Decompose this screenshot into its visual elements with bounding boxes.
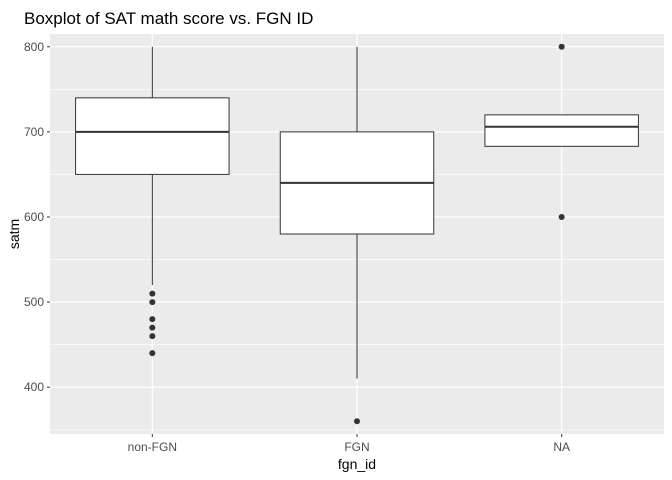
boxes-layer — [75, 43, 639, 425]
outlier-point — [558, 43, 565, 50]
outlier-point — [149, 316, 156, 323]
chart-title: Boxplot of SAT math score vs. FGN ID — [24, 9, 313, 28]
y-tick-label: 700 — [24, 125, 44, 139]
outlier-point — [149, 299, 156, 306]
y-axis: 400 500 600 700 800 — [24, 40, 50, 394]
x-axis: non-FGN FGN NA — [128, 434, 570, 454]
outlier-point — [149, 350, 156, 357]
outlier-point — [149, 333, 156, 340]
y-tick-label: 500 — [24, 295, 44, 309]
box-iqr — [75, 97, 230, 175]
y-tick-label: 800 — [24, 40, 44, 54]
x-axis-title: fgn_id — [338, 456, 376, 472]
x-tick-label: NA — [553, 440, 570, 454]
box-na — [484, 43, 639, 220]
box-non-fgn — [75, 46, 230, 357]
x-tick-label: non-FGN — [128, 440, 177, 454]
outlier-point — [354, 418, 360, 425]
box-fgn — [279, 46, 435, 425]
outlier-point — [558, 213, 565, 220]
outlier-point — [149, 290, 156, 297]
y-tick-label: 600 — [24, 210, 44, 224]
outlier-point — [149, 324, 156, 331]
box-iqr — [484, 114, 639, 147]
x-tick-label: FGN — [344, 440, 369, 454]
y-axis-title: satm — [6, 219, 22, 249]
y-tick-label: 400 — [24, 380, 44, 394]
